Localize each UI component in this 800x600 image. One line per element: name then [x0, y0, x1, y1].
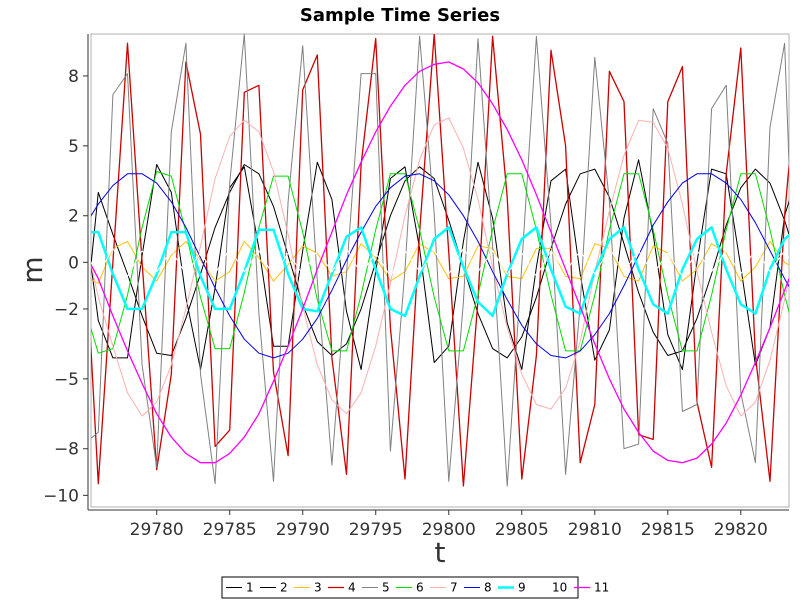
y-tick-label: −2: [54, 300, 79, 320]
x-tick-label: 29780: [130, 520, 184, 540]
x-tick-label: 29790: [276, 520, 330, 540]
x-tick-label: 29805: [495, 520, 549, 540]
y-tick-label: −10: [43, 486, 79, 506]
y-tick-label: 5: [68, 137, 79, 157]
series-line-10: [91, 247, 789, 277]
x-tick-label: 29810: [568, 520, 622, 540]
legend-label-9: 9: [518, 581, 526, 595]
axes: 29780 29785 29790 29795 29800 29805 29810 29815…: [43, 34, 789, 540]
series-line-1: [91, 164, 789, 359]
series-line-8: [91, 173, 789, 359]
y-tick-label: −8: [54, 440, 79, 460]
y-tick-label: −5: [54, 370, 79, 390]
series-line-6: [91, 171, 789, 354]
series-line-7: [91, 117, 789, 417]
legend: 1 2 3 4 5 6 7 8 9 10 11: [221, 576, 609, 599]
x-tick-label: 29795: [349, 520, 403, 540]
y-tick-label: 8: [68, 67, 79, 87]
y-tick-label: 2: [68, 207, 79, 227]
legend-label-3: 3: [314, 581, 322, 595]
legend-label-1: 1: [246, 581, 254, 595]
legend-label-11: 11: [594, 581, 609, 595]
x-tick-label: 29820: [714, 520, 768, 540]
legend-label-4: 4: [348, 581, 356, 595]
legend-label-8: 8: [484, 581, 492, 595]
y-axis-label: m: [16, 256, 49, 283]
x-tick-label: 29785: [203, 520, 257, 540]
series-lines: [91, 34, 789, 487]
legend-label-2: 2: [280, 581, 288, 595]
legend-label-7: 7: [450, 581, 458, 595]
series-line-5: [91, 34, 789, 487]
chart-title: Sample Time Series: [300, 5, 500, 26]
x-axis-label: t: [435, 536, 446, 569]
series-line-9: [91, 226, 789, 318]
series-line-4: [91, 34, 789, 487]
legend-label-5: 5: [382, 581, 390, 595]
x-tick-label: 29800: [422, 520, 476, 540]
y-tick-label: 0: [68, 253, 79, 273]
x-tick-label: 29815: [641, 520, 695, 540]
series-line-11: [91, 61, 789, 464]
legend-label-10: 10: [552, 581, 567, 595]
legend-label-6: 6: [416, 581, 424, 595]
